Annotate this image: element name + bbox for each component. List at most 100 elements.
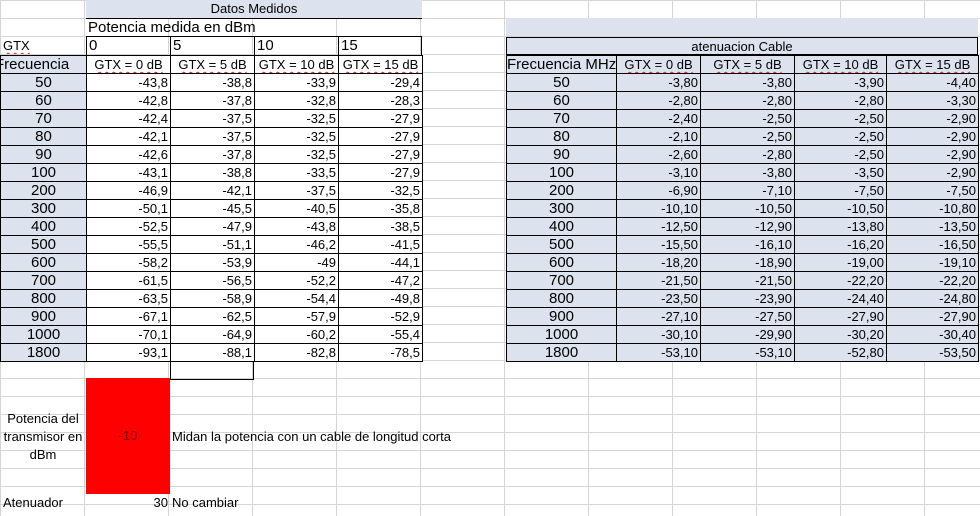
value-cell[interactable]: -27,9 xyxy=(338,127,423,146)
frequency-header[interactable]: Frecuencia xyxy=(0,55,87,74)
value-cell[interactable]: -16,50 xyxy=(886,235,979,254)
value-cell[interactable]: -41,5 xyxy=(338,235,423,254)
frequency-cell[interactable]: 1000 xyxy=(0,325,87,344)
value-cell[interactable]: -52,9 xyxy=(338,307,423,326)
column-header-gtx[interactable]: GTX = 5 dB xyxy=(170,55,255,74)
gtx-value-cell[interactable]: 15 xyxy=(338,36,422,56)
value-cell[interactable]: -43,8 xyxy=(86,73,171,92)
value-cell[interactable]: -10,50 xyxy=(700,199,795,218)
value-cell[interactable]: -10,10 xyxy=(616,199,701,218)
value-cell[interactable]: -58,2 xyxy=(86,253,171,272)
value-cell[interactable]: -22,20 xyxy=(794,271,887,290)
power-note[interactable]: Midan la potencia con un cable de longit… xyxy=(172,429,451,444)
value-cell[interactable]: -46,9 xyxy=(86,181,171,200)
frequency-cell[interactable]: 50 xyxy=(506,73,617,92)
value-cell[interactable]: -43,1 xyxy=(86,163,171,182)
value-cell[interactable]: -29,4 xyxy=(338,73,423,92)
value-cell[interactable]: -2,90 xyxy=(886,127,979,146)
value-cell[interactable]: -18,90 xyxy=(700,253,795,272)
value-cell[interactable]: -52,5 xyxy=(86,217,171,236)
value-cell[interactable]: -27,10 xyxy=(616,307,701,326)
value-cell[interactable]: -2,90 xyxy=(886,109,979,128)
value-cell[interactable]: -27,90 xyxy=(794,307,887,326)
value-cell[interactable]: -27,50 xyxy=(700,307,795,326)
value-cell[interactable]: -42,1 xyxy=(170,181,255,200)
value-cell[interactable]: -24,80 xyxy=(886,289,979,308)
value-cell[interactable]: -2,80 xyxy=(700,145,795,164)
frequency-cell[interactable]: 300 xyxy=(0,199,87,218)
frequency-cell[interactable]: 800 xyxy=(506,289,617,308)
gtx-value-cell[interactable]: 0 xyxy=(86,36,171,56)
frequency-cell[interactable]: 50 xyxy=(0,73,87,92)
frequency-cell[interactable]: 90 xyxy=(506,145,617,164)
value-cell[interactable]: -2,80 xyxy=(616,91,701,110)
value-cell[interactable]: -35,8 xyxy=(338,199,423,218)
value-cell[interactable]: -23,50 xyxy=(616,289,701,308)
value-cell[interactable]: -3,50 xyxy=(794,163,887,182)
attenuator-label[interactable]: Atenuador xyxy=(3,495,63,510)
value-cell[interactable]: -30,10 xyxy=(616,325,701,344)
column-header-gtx[interactable]: GTX = 0 dB xyxy=(86,55,171,74)
value-cell[interactable]: -2,80 xyxy=(794,91,887,110)
value-cell[interactable]: -53,50 xyxy=(886,343,979,362)
value-cell[interactable]: -16,10 xyxy=(700,235,795,254)
value-cell[interactable]: -27,90 xyxy=(886,307,979,326)
value-cell[interactable]: -3,80 xyxy=(616,73,701,92)
value-cell[interactable]: -46,2 xyxy=(254,235,339,254)
value-cell[interactable]: -44,1 xyxy=(338,253,423,272)
frequency-cell[interactable]: 60 xyxy=(506,91,617,110)
value-cell[interactable]: -30,20 xyxy=(794,325,887,344)
value-cell[interactable]: -21,50 xyxy=(616,271,701,290)
value-cell[interactable]: -16,20 xyxy=(794,235,887,254)
value-cell[interactable]: -23,90 xyxy=(700,289,795,308)
value-cell[interactable]: -19,10 xyxy=(886,253,979,272)
value-cell[interactable]: -53,9 xyxy=(170,253,255,272)
value-cell[interactable]: -93,1 xyxy=(86,343,171,362)
right-title[interactable]: atenuacion Cable xyxy=(506,37,978,55)
value-cell[interactable]: -55,5 xyxy=(86,235,171,254)
value-cell[interactable]: -2,80 xyxy=(700,91,795,110)
value-cell[interactable]: -37,8 xyxy=(170,145,255,164)
value-cell[interactable]: -37,8 xyxy=(170,91,255,110)
value-cell[interactable]: -12,90 xyxy=(700,217,795,236)
value-cell[interactable]: -7,10 xyxy=(700,181,795,200)
value-cell[interactable]: -2,40 xyxy=(616,109,701,128)
gtx-value-cell[interactable]: 5 xyxy=(170,36,255,56)
value-cell[interactable]: -3,90 xyxy=(794,73,887,92)
value-cell[interactable]: -55,4 xyxy=(338,325,423,344)
attenuator-note[interactable]: No cambiar xyxy=(172,495,239,510)
value-cell[interactable]: -32,8 xyxy=(254,91,339,110)
value-cell[interactable]: -2,90 xyxy=(886,145,979,164)
value-cell[interactable]: -33,5 xyxy=(254,163,339,182)
value-cell[interactable]: -62,5 xyxy=(170,307,255,326)
value-cell[interactable]: -60,2 xyxy=(254,325,339,344)
value-cell[interactable]: -32,5 xyxy=(254,145,339,164)
value-cell[interactable]: -32,5 xyxy=(254,127,339,146)
column-header-gtx[interactable]: GTX = 10 dB xyxy=(254,55,339,74)
left-subtitle[interactable]: Potencia medida en dBm xyxy=(86,18,422,36)
frequency-cell[interactable]: 900 xyxy=(506,307,617,326)
value-cell[interactable]: -37,5 xyxy=(254,181,339,200)
frequency-cell[interactable]: 200 xyxy=(506,181,617,200)
value-cell[interactable]: -2,50 xyxy=(700,109,795,128)
value-cell[interactable]: -27,9 xyxy=(338,109,423,128)
value-cell[interactable]: -67,1 xyxy=(86,307,171,326)
value-cell[interactable]: -13,50 xyxy=(886,217,979,236)
value-cell[interactable]: -32,5 xyxy=(254,109,339,128)
frequency-cell[interactable]: 600 xyxy=(506,253,617,272)
frequency-cell[interactable]: 1800 xyxy=(0,343,87,362)
value-cell[interactable]: -19,00 xyxy=(794,253,887,272)
value-cell[interactable]: -18,20 xyxy=(616,253,701,272)
left-title[interactable]: Datos Medidos xyxy=(86,0,422,18)
value-cell[interactable]: -70,1 xyxy=(86,325,171,344)
frequency-cell[interactable]: 700 xyxy=(0,271,87,290)
value-cell[interactable]: -78,5 xyxy=(338,343,423,362)
value-cell[interactable]: -82,8 xyxy=(254,343,339,362)
column-header-gtx[interactable]: GTX = 5 dB xyxy=(700,55,795,74)
value-cell[interactable]: -33,9 xyxy=(254,73,339,92)
value-cell[interactable]: -54,4 xyxy=(254,289,339,308)
frequency-cell[interactable]: 900 xyxy=(0,307,87,326)
value-cell[interactable]: -37,5 xyxy=(170,109,255,128)
power-label[interactable]: Potencia del transmisor en dBm xyxy=(3,411,83,462)
frequency-cell[interactable]: 80 xyxy=(0,127,87,146)
